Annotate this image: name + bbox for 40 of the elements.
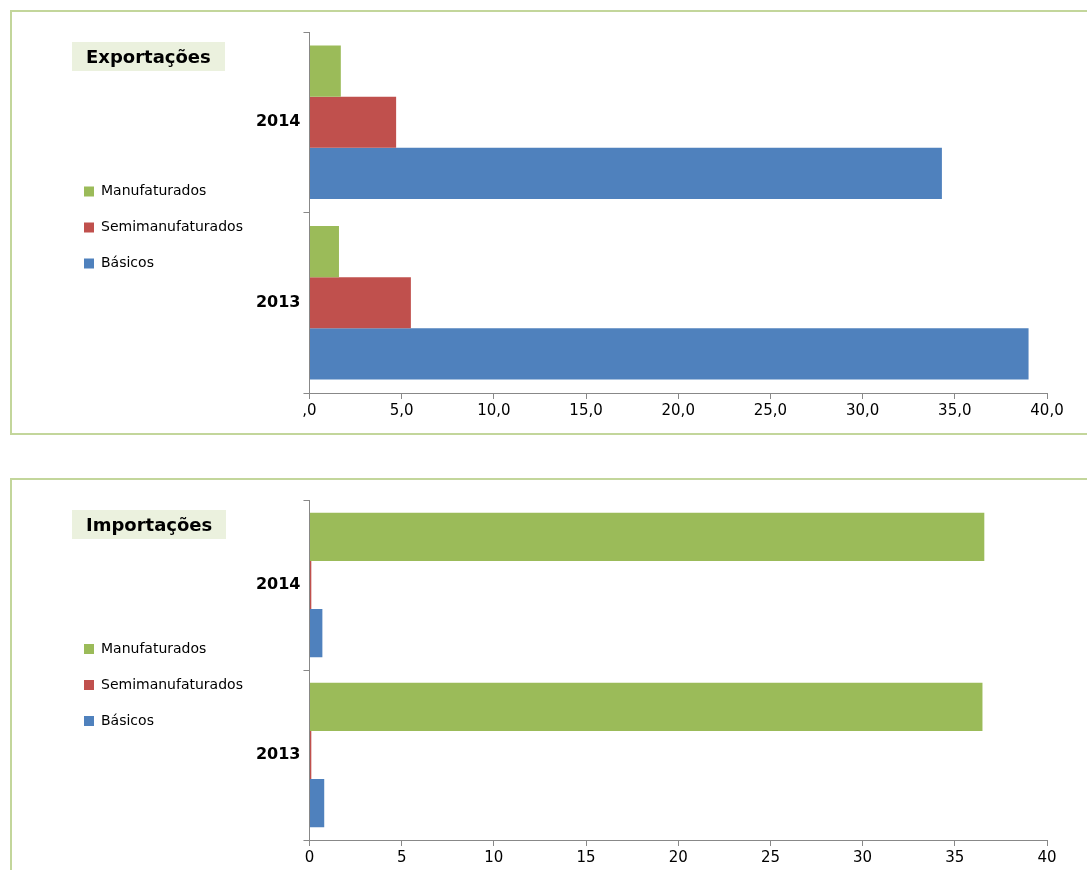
x-tick-label: 35 xyxy=(945,847,965,866)
y-tick-label: 2013 xyxy=(255,291,301,311)
x-tick-label: 15 xyxy=(576,847,596,866)
x-tick-label: 30 xyxy=(853,847,873,866)
x-tick-label: 0 xyxy=(304,847,315,866)
x-tick-label: 15,0 xyxy=(569,400,603,419)
text: Exportações xyxy=(72,42,225,71)
x-tick-label: 20,0 xyxy=(661,400,695,419)
bar xyxy=(309,328,1029,380)
legend-label: Semimanufaturados xyxy=(101,675,243,692)
x-tick-label: 10 xyxy=(484,847,504,866)
legend-label: Básicos xyxy=(101,254,154,271)
bar xyxy=(309,45,341,97)
x-tick-label: 10,0 xyxy=(477,400,511,419)
bar xyxy=(309,779,325,828)
y-tick-label: 2014 xyxy=(255,111,301,131)
bar xyxy=(309,609,323,658)
x-tick-label: 30,0 xyxy=(845,400,880,419)
legend-label: Manufaturados xyxy=(101,182,207,199)
x-tick-label: 40,0 xyxy=(1030,400,1064,419)
bar xyxy=(309,277,411,329)
x-tick-label: 35,0 xyxy=(938,400,972,419)
x-tick-label: 5 xyxy=(396,847,407,866)
x-tick-label: 20 xyxy=(668,847,688,866)
text: Importações xyxy=(72,510,227,539)
legend-label: Manufaturados xyxy=(101,639,207,656)
y-tick-label: 2014 xyxy=(255,574,301,594)
legend-label: Básicos xyxy=(101,711,154,728)
bar xyxy=(309,512,985,561)
x-tick-label: 40 xyxy=(1037,847,1057,866)
x-tick-label: ,0 xyxy=(302,400,317,419)
bar xyxy=(309,147,942,199)
bar xyxy=(309,96,397,148)
bar xyxy=(309,682,983,731)
legend-label: Semimanufaturados xyxy=(101,218,243,235)
y-tick-label: 2013 xyxy=(255,744,301,764)
x-tick-label: 25 xyxy=(760,847,780,866)
bar xyxy=(309,226,339,278)
x-tick-label: 5,0 xyxy=(389,400,414,419)
x-tick-label: 25,0 xyxy=(753,400,788,419)
